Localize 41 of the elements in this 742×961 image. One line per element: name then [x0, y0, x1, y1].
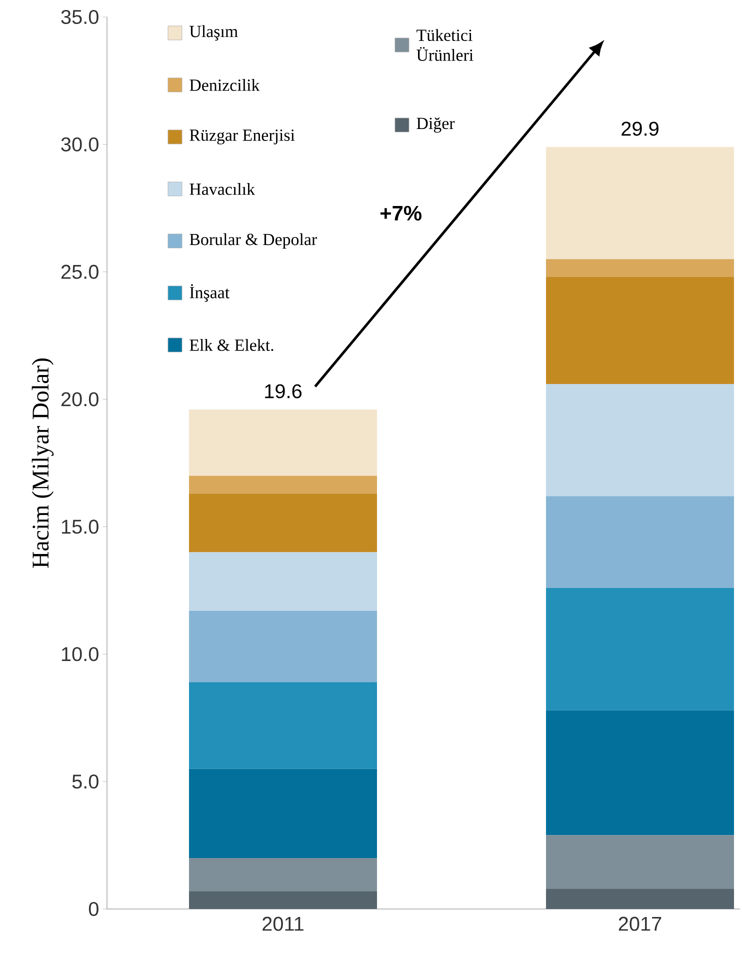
bar	[189, 768, 377, 858]
bar	[546, 888, 734, 909]
bar	[546, 710, 734, 836]
bar	[189, 552, 377, 611]
legend-label: İnşaat	[190, 284, 230, 302]
y-tick-label: 10.0	[62, 647, 98, 662]
y-tick-label: 30.0	[61, 137, 98, 152]
total-label: 29.9	[622, 122, 658, 136]
legend-label: Havacılık	[190, 183, 256, 195]
bar	[546, 496, 734, 588]
legend-label: Ulaşım	[190, 25, 238, 41]
bar	[546, 146, 734, 260]
bar	[546, 384, 734, 496]
bar	[546, 588, 734, 710]
annotation: +7%	[380, 206, 422, 221]
bar	[189, 682, 377, 769]
bar	[189, 476, 377, 494]
legend-label: Tüketici Ürünleri	[416, 29, 474, 61]
bar	[546, 276, 734, 384]
y-axis-title: Hacim (Milyar Dolar)	[32, 358, 54, 568]
x-tick-label: 2017	[618, 916, 662, 931]
bar	[546, 835, 734, 889]
y-tick-label: 5.0	[72, 774, 98, 789]
legend-label: Elk & Elekt.	[190, 338, 274, 351]
bar	[189, 891, 377, 909]
bar	[189, 610, 377, 682]
y-tick-label: 0	[88, 902, 98, 916]
bar	[189, 494, 377, 552]
y-tick-label: 20.0	[61, 392, 98, 406]
y-tick-label: 15.0	[62, 520, 98, 534]
y-tick-label: 25.0	[61, 264, 98, 279]
bar	[546, 259, 734, 277]
legend-label: Rüzgar Enerjisi	[190, 130, 295, 144]
legend-label: Denizcilik	[190, 79, 260, 91]
bar	[189, 858, 377, 892]
total-label: 19.6	[265, 384, 302, 398]
bar	[189, 409, 377, 476]
y-tick-label: 35.0	[61, 10, 98, 24]
x-tick-label: 2011	[262, 916, 304, 931]
legend-label: Diğer	[416, 117, 455, 133]
legend-label: Borular & Depolar	[190, 233, 317, 249]
